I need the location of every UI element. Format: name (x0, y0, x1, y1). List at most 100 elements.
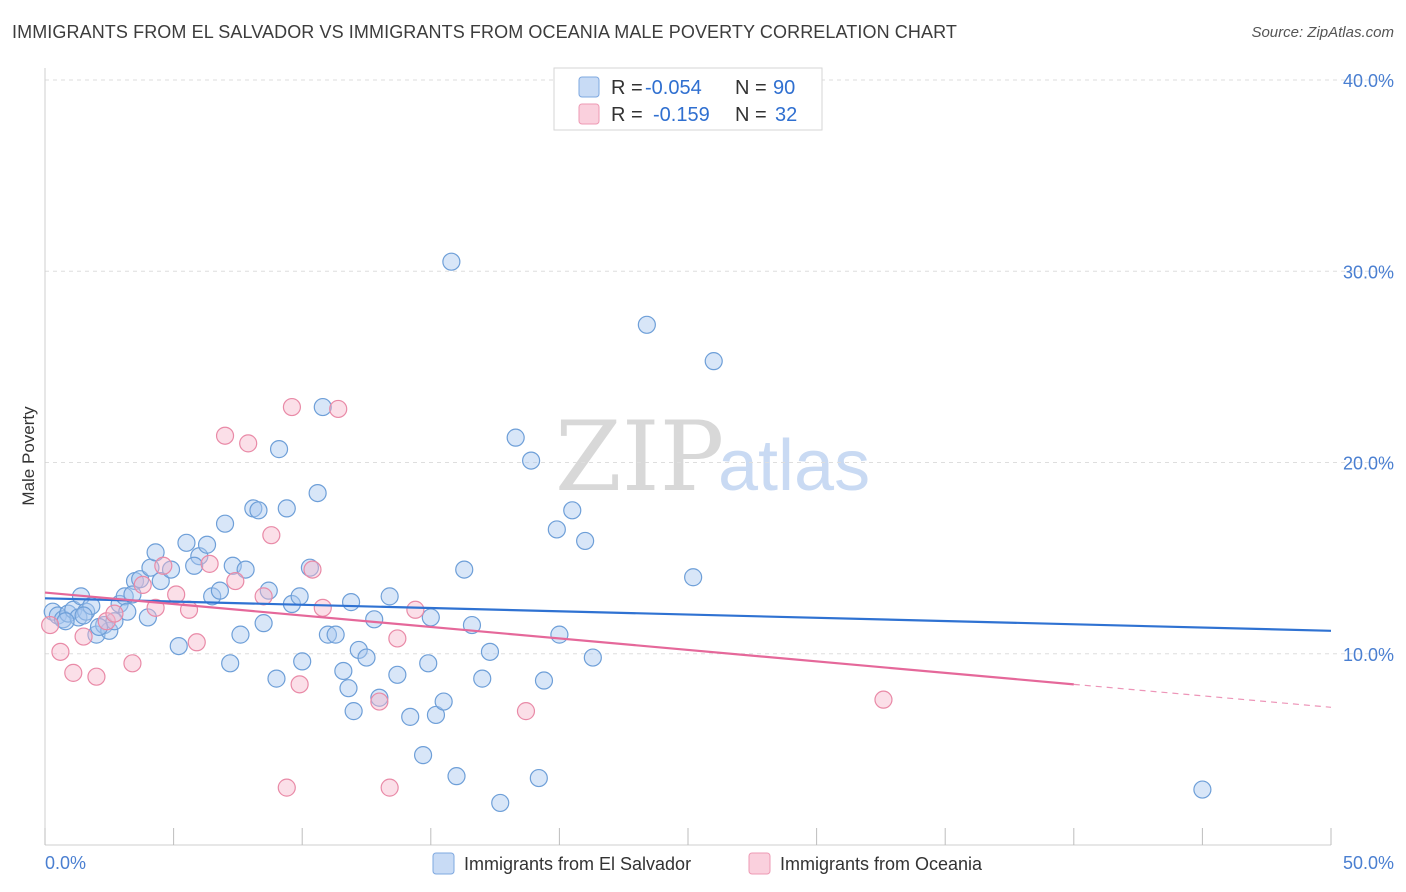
point-oceania-30 (516, 702, 536, 721)
point-el-salvador-18 (151, 571, 170, 591)
point-el-salvador-84 (421, 608, 440, 627)
point-el-salvador-62 (704, 352, 723, 371)
point-el-salvador-38 (339, 679, 358, 698)
point-el-salvador-73 (341, 593, 361, 612)
point-el-salvador-51 (480, 642, 500, 661)
x-tick-label-min: 0.0% (45, 853, 86, 873)
y-tick-label-10: 10.0% (1343, 645, 1394, 665)
point-el-salvador-56 (547, 520, 566, 539)
point-el-salvador-33 (308, 484, 327, 503)
point-oceania-1 (51, 642, 70, 661)
point-el-salvador-32 (300, 558, 320, 577)
point-el-salvador-87 (185, 556, 204, 575)
point-el-salvador-83 (293, 652, 312, 671)
point-el-salvador-71 (231, 625, 250, 644)
point-oceania-31 (874, 690, 893, 709)
point-el-salvador-64 (197, 535, 217, 554)
x-ticks (44, 828, 1332, 845)
point-el-salvador-20 (177, 533, 196, 552)
stats-legend: R = -0.054 N = 90 R = -0.159 N = 32 (553, 67, 823, 131)
y-tick-label-40: 40.0% (1343, 71, 1394, 91)
bottom-legend-label-oceania: Immigrants from Oceania (780, 854, 983, 874)
bottom-legend-label-el-salvador: Immigrants from El Salvador (464, 854, 691, 874)
trend-line-oceania-extension (1073, 683, 1332, 708)
legend-n-label-1: N = (735, 77, 767, 99)
point-el-salvador-28 (259, 581, 278, 600)
legend-r-value-1: -0.054 (645, 77, 702, 99)
point-el-salvador-48 (442, 252, 461, 271)
legend-n-value-1: 90 (773, 77, 795, 99)
point-el-salvador-46 (426, 705, 446, 725)
point-el-salvador-63 (1193, 780, 1212, 799)
point-el-salvador-17 (146, 543, 165, 562)
point-oceania-26 (370, 692, 389, 711)
point-el-salvador-55 (534, 671, 554, 690)
point-el-salvador-35 (318, 625, 338, 644)
point-el-salvador-30 (277, 499, 296, 518)
legend-n-label-2: N = (735, 104, 767, 126)
point-el-salvador-43 (388, 665, 407, 684)
point-el-salvador-47 (434, 692, 453, 711)
point-el-salvador-34 (313, 397, 332, 417)
legend-swatch-oceania (578, 103, 600, 125)
point-el-salvador-27 (254, 614, 273, 633)
point-oceania-22 (290, 675, 309, 694)
point-el-salvador-65 (169, 636, 188, 656)
point-el-salvador-45 (413, 746, 433, 765)
point-el-salvador-36 (326, 625, 345, 644)
point-el-salvador-53 (506, 428, 525, 447)
point-el-salvador-78 (473, 669, 492, 688)
point-el-salvador-41 (365, 610, 384, 629)
point-oceania-18 (254, 587, 273, 606)
trend-line-oceania (44, 591, 1074, 686)
point-oceania-24 (313, 598, 332, 617)
point-el-salvador-79 (529, 768, 548, 788)
y-tick-labels: 10.0% 20.0% 30.0% 40.0% (1343, 71, 1394, 665)
point-el-salvador-66 (138, 608, 157, 627)
point-oceania-10 (154, 556, 173, 575)
point-oceania-0 (41, 615, 60, 635)
point-el-salvador-42 (380, 587, 399, 606)
point-el-salvador-60 (637, 315, 656, 334)
watermark-atlas: atlas (718, 426, 870, 506)
point-el-salvador-61 (684, 568, 703, 587)
series-oceania-points (41, 397, 893, 797)
point-el-salvador-37 (334, 661, 353, 681)
x-tick-label-max: 50.0% (1343, 853, 1394, 873)
point-el-salvador-75 (370, 688, 389, 707)
point-oceania-23 (303, 560, 322, 579)
point-el-salvador-54 (522, 451, 541, 470)
point-el-salvador-59 (583, 648, 602, 667)
point-oceania-15 (215, 426, 235, 445)
point-oceania-13 (187, 633, 206, 652)
legend-r-label-1: R = (611, 77, 643, 99)
series-legend: Immigrants from El Salvador Immigrants f… (432, 852, 983, 875)
point-oceania-14 (200, 554, 219, 573)
trend-line-el-salvador (44, 597, 1332, 632)
legend-n-value-2: 32 (775, 104, 797, 126)
y-tick-label-30: 30.0% (1343, 262, 1394, 282)
point-oceania-4 (87, 667, 106, 686)
point-oceania-27 (380, 778, 399, 797)
point-el-salvador-52 (491, 793, 510, 813)
legend-swatch-el-salvador (578, 76, 600, 98)
point-el-salvador-25 (236, 560, 255, 579)
point-oceania-7 (123, 654, 142, 673)
point-el-salvador-39 (349, 640, 368, 660)
point-el-salvador-29 (269, 440, 289, 459)
y-axis-title: Male Poverty (19, 406, 38, 506)
source-note: Source: ZipAtlas.com (1251, 24, 1394, 41)
legend-r-label-2: R = (611, 104, 643, 126)
point-el-salvador-81 (221, 654, 240, 673)
point-el-salvador-86 (210, 581, 229, 600)
y-tick-label-20: 20.0% (1343, 454, 1394, 474)
point-oceania-17 (239, 434, 258, 453)
chart-title: IMMIGRANTS FROM EL SALVADOR VS IMMIGRANT… (12, 22, 957, 42)
point-el-salvador-72 (290, 587, 309, 606)
point-oceania-6 (105, 604, 124, 623)
point-oceania-28 (388, 629, 407, 648)
point-el-salvador-70 (74, 606, 93, 625)
point-el-salvador-57 (563, 501, 582, 520)
watermark-zip: ZIP (555, 401, 724, 513)
